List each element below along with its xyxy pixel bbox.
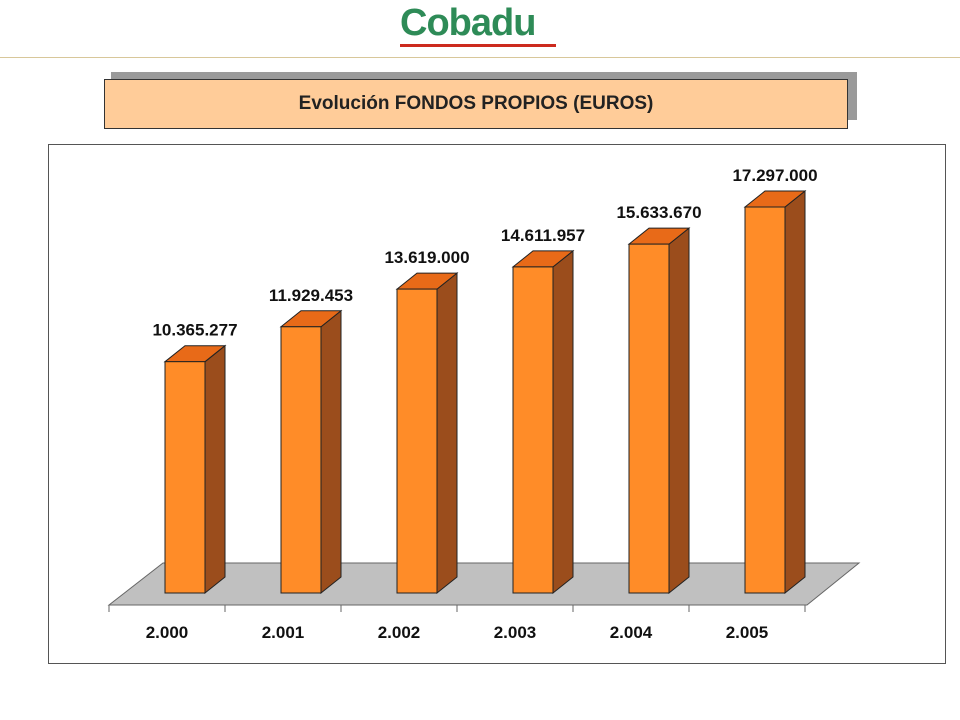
x-tick-label: 2.002 [378, 623, 421, 642]
logo-text: Cobadu [400, 2, 536, 44]
bar-chart: 10.365.277 2.000 11.929.453 2.001 13.619.000… [107, 166, 861, 642]
bar [164, 361, 206, 594]
bar-side [436, 272, 458, 595]
bar [744, 206, 786, 594]
data-label: 10.365.277 [152, 321, 237, 340]
bar-side [552, 249, 574, 595]
x-tick-label: 2.000 [146, 623, 189, 642]
bar-side [204, 344, 226, 595]
data-label: 13.619.000 [384, 248, 469, 267]
logo-underline [406, 44, 556, 47]
bar-side [668, 227, 690, 595]
chart-title: Evolución FONDOS PROPIOS (EUROS) [104, 79, 848, 129]
bar-side [320, 309, 342, 595]
chart-frame: 10.365.277 2.000 11.929.453 2.001 13.619.000… [48, 144, 946, 664]
bar [280, 326, 322, 594]
bar [396, 288, 438, 594]
x-tick-label: 2.001 [262, 623, 305, 642]
cobadu-logo: Cobadu [400, 2, 560, 50]
logo-dash [400, 44, 406, 47]
data-label: 17.297.000 [732, 166, 817, 185]
data-label: 11.929.453 [269, 286, 353, 305]
x-tick-label: 2.003 [494, 623, 537, 642]
data-label: 14.611.957 [501, 226, 585, 245]
x-tick-label: 2.004 [610, 623, 653, 642]
header-rule [0, 57, 960, 58]
bar [628, 243, 670, 594]
x-tick-label: 2.005 [726, 623, 769, 642]
data-label: 15.633.670 [616, 203, 701, 222]
bar-side [784, 189, 806, 595]
bar [512, 266, 554, 594]
